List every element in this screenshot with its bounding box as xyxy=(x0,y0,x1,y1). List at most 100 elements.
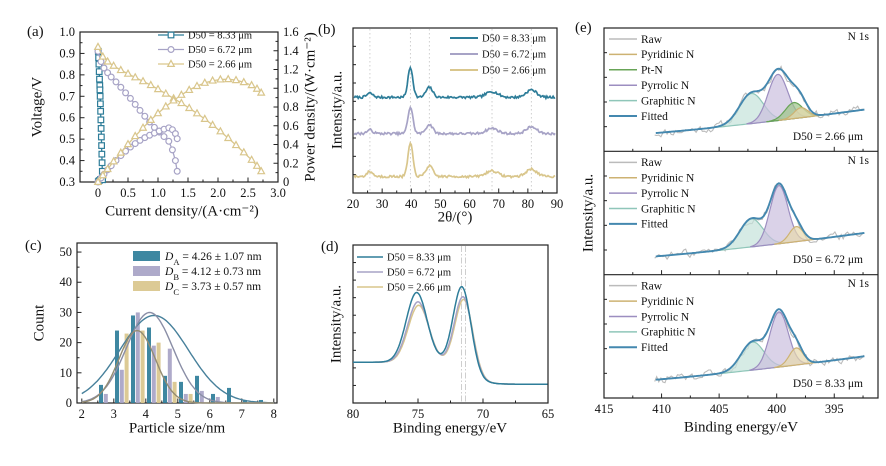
legend-label: DB = 4.12 ± 0.73 nm xyxy=(164,266,261,282)
tick-label: 50 xyxy=(60,245,73,259)
tick-label: 65 xyxy=(542,407,555,421)
tick-label: 40 xyxy=(60,275,73,289)
panel-d-letter: (d) xyxy=(321,239,339,255)
region-label-n1s: N 1s xyxy=(847,278,869,290)
tick-label: 75 xyxy=(412,407,425,421)
legend-label: Pyrrolic N xyxy=(641,311,690,323)
fitted-trace xyxy=(655,308,865,381)
tick-label: 400 xyxy=(767,402,786,416)
panel-d-xlabel: Binding energy/eV xyxy=(392,420,508,437)
tick-label: 2.0 xyxy=(210,186,226,200)
panel-c-xlabel: Particle size/nm xyxy=(128,420,226,437)
panel-e: Raw Pyridinic N Pt-N Pyrrolic N Graphitic N F… xyxy=(595,27,879,416)
tick-label: 395 xyxy=(825,402,844,416)
region-label-n1s: N 1s xyxy=(847,155,869,167)
panel-b-letter: (b) xyxy=(318,22,336,38)
tick-label: 3.0 xyxy=(270,186,286,200)
panel-e-letter: (e) xyxy=(575,20,592,36)
tick-label: 1.0 xyxy=(150,186,166,200)
tick-label: 20 xyxy=(347,197,360,211)
tick-label: 2 xyxy=(79,407,85,421)
tick-label: 90 xyxy=(551,197,564,211)
legend-label: D50 = 8.33 μm xyxy=(387,253,451,264)
sample-label: D50 = 6.72 μm xyxy=(792,254,863,266)
panel-e-xlabel: Binding energy/eV xyxy=(683,419,799,436)
legend-label: Pyrrolic N xyxy=(641,80,690,92)
tick-label: 4 xyxy=(143,407,150,421)
tick-label: 6 xyxy=(207,407,213,421)
tick-label: 0.6 xyxy=(283,119,299,133)
legend-label: Fitted xyxy=(641,111,668,123)
panel-b: 20 30 40 50 60 70 80 90 D50 = 8.33 μm D50 = 6.72 … xyxy=(347,27,564,211)
tick-label: 0.5 xyxy=(59,132,75,146)
panel-a-xlabel: Current density/(A·cm⁻²) xyxy=(105,203,259,220)
panel-b-xlabel: 2θ/(°) xyxy=(437,209,473,226)
panel-d-ylabel: Intensity/a.u. xyxy=(328,284,345,364)
legend-label: Fitted xyxy=(641,342,668,354)
legend-label: D50 = 2.66 μm xyxy=(188,60,252,71)
tick-label: 10 xyxy=(60,366,73,380)
tick-label: 1.0 xyxy=(59,25,75,39)
tick-label: 80 xyxy=(522,197,535,211)
legend-label: Graphitic N xyxy=(641,95,696,107)
legend-label: Raw xyxy=(641,280,663,292)
sample-label: D50 = 2.66 μm xyxy=(792,131,863,143)
panel-c-letter: (c) xyxy=(25,238,42,254)
legend-label: D50 = 8.33 μm xyxy=(188,31,252,42)
tick-label: 1.6 xyxy=(283,25,299,39)
legend-label: Pyrrolic N xyxy=(641,188,690,200)
tick-label: 30 xyxy=(376,197,389,211)
sample-label: D50 = 8.33 μm xyxy=(792,378,863,390)
tick-label: 0.4 xyxy=(59,154,75,168)
legend-label: Pyridinic N xyxy=(641,296,695,308)
tick-label: 70 xyxy=(492,197,505,211)
region-label-n1s: N 1s xyxy=(847,31,869,43)
legend-label: D50 = 2.66 μm xyxy=(482,66,546,77)
panel-a-letter: (a) xyxy=(27,24,44,40)
legend-label: Fitted xyxy=(641,219,668,231)
panel-d-legend: D50 = 8.33 μm D50 = 6.72 μm D50 = 2.66 μm xyxy=(357,253,451,294)
tick-label: 0.4 xyxy=(283,138,299,152)
tick-label: 0.2 xyxy=(283,156,299,170)
legend-label: Graphitic N xyxy=(641,327,696,339)
legend-label: Pt-N xyxy=(641,65,663,77)
tick-label: 410 xyxy=(652,402,671,416)
legend-label: D50 = 6.72 μm xyxy=(387,268,451,279)
tick-label: 60 xyxy=(463,197,476,211)
tick-label: 0.9 xyxy=(59,46,75,60)
panel-c: 2 3 4 5 6 7 8 0 10 20 30 40 50 DA = 4.26 ± 1.07 nmDB … xyxy=(60,242,278,421)
tick-label: 3 xyxy=(111,407,117,421)
tick-label: 2.5 xyxy=(240,186,256,200)
tick-label: 0.8 xyxy=(59,68,75,82)
tick-label: 0.7 xyxy=(59,89,75,103)
legend-label: DC = 3.73 ± 0.57 nm xyxy=(164,281,261,297)
panel-a-ylabel-left: Voltage/V xyxy=(29,76,46,138)
panel-e-legend: Raw Pyridinic N Pt-N Pyrrolic N Graphitic N F… xyxy=(609,34,696,123)
tick-label: 0 xyxy=(95,186,101,200)
legend-label: D50 = 2.66 μm xyxy=(387,283,451,294)
panel-e-legend: Raw Pyridinic N Pyrrolic N Graphitic N Fitte… xyxy=(609,157,696,231)
fitted-trace xyxy=(655,67,865,134)
legend-label: Raw xyxy=(641,34,663,46)
tick-label: 40 xyxy=(405,197,418,211)
panel-b-ylabel: Intensity/a.u. xyxy=(329,70,346,150)
panel-a-legend: D50 = 8.33 μm D50 = 6.72 μm D50 = 2.66 μm xyxy=(158,31,252,71)
plot-frame xyxy=(76,242,278,404)
panel-a-ylabel-right: Power density/(W·cm⁻²) xyxy=(302,32,319,182)
raw-trace xyxy=(654,183,865,261)
tick-label: 7 xyxy=(239,407,245,421)
legend-label: D50 = 6.72 μm xyxy=(188,45,252,56)
tick-label: 0.5 xyxy=(120,186,136,200)
tick-label: 0 xyxy=(283,175,289,189)
tick-label: 70 xyxy=(477,407,490,421)
fitted-trace xyxy=(655,182,865,258)
tick-label: 80 xyxy=(347,407,360,421)
tick-label: 50 xyxy=(434,197,447,211)
tick-label: 5 xyxy=(175,407,181,421)
tick-label: 0.3 xyxy=(59,175,75,189)
tick-label: 20 xyxy=(60,336,73,350)
tick-label: 405 xyxy=(710,402,729,416)
tick-label: 1.0 xyxy=(283,81,299,95)
